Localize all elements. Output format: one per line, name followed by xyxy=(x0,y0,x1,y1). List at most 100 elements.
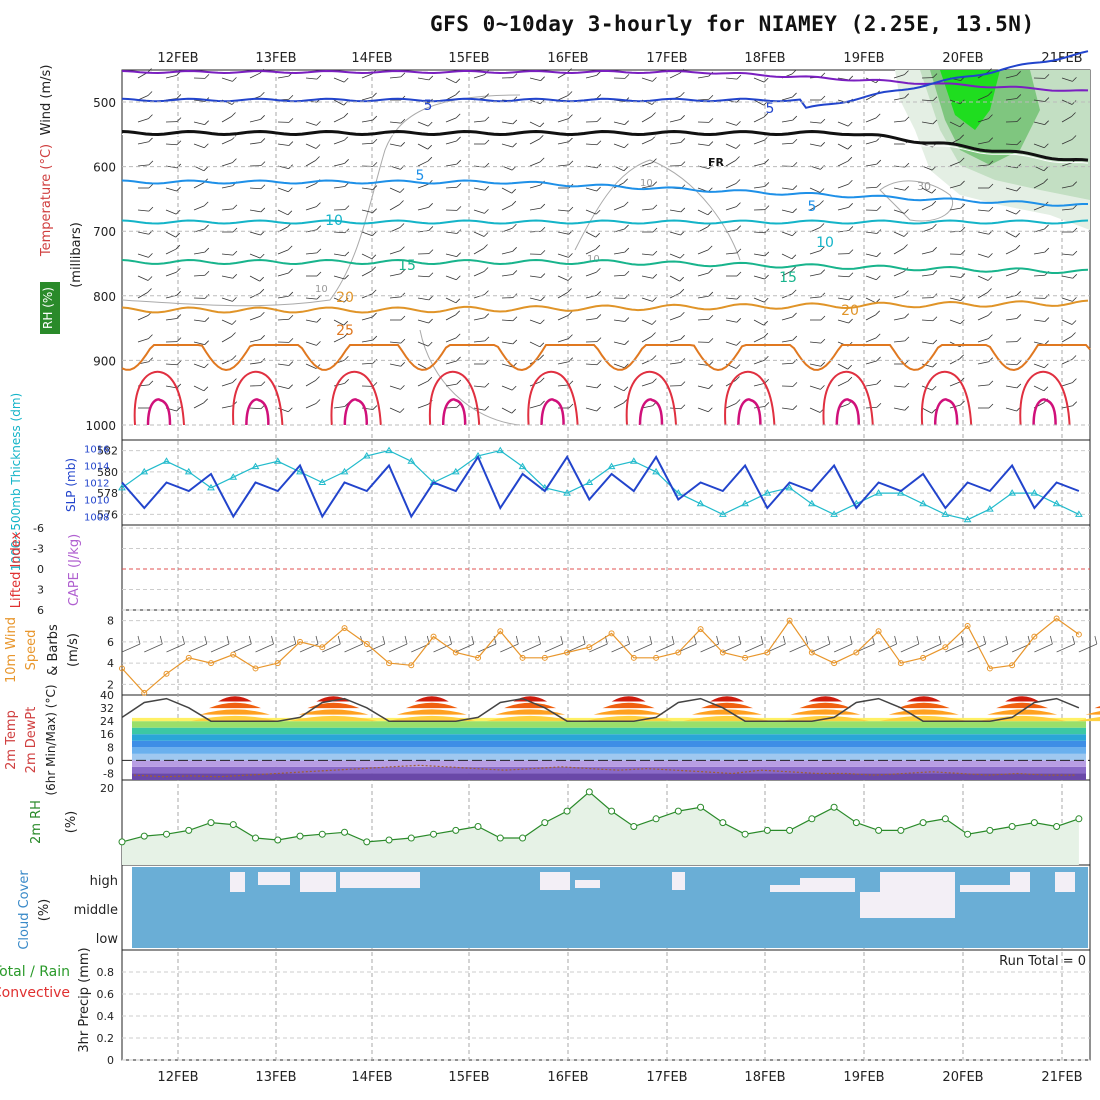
isotherm-35 xyxy=(441,398,467,426)
wind-barb xyxy=(820,315,826,321)
wind10-point xyxy=(274,660,281,667)
wind-barb xyxy=(484,162,490,168)
wind-barb xyxy=(204,270,210,276)
wind-barb xyxy=(137,231,149,235)
wind-barb xyxy=(344,135,349,141)
date-label-top: 20FEB xyxy=(942,51,983,66)
wind-barb xyxy=(417,160,429,167)
wind10-barb xyxy=(337,635,341,645)
wind-barb xyxy=(960,203,966,209)
wind-barb xyxy=(483,244,488,249)
wind-barb xyxy=(669,118,681,123)
temp-warm-fill xyxy=(209,702,261,709)
thickness-point xyxy=(273,457,282,464)
wind-barb xyxy=(148,380,154,386)
wind-barb xyxy=(305,319,317,323)
wind-barb xyxy=(372,382,378,387)
wind-barb xyxy=(204,363,209,369)
wind-barb xyxy=(1033,143,1045,149)
wind-barb xyxy=(176,186,181,192)
wind10-point xyxy=(742,654,749,661)
isotherm-30 xyxy=(724,370,776,426)
wind-barb xyxy=(988,253,993,258)
isotherm-label: 5 xyxy=(416,168,425,184)
wind-barb xyxy=(865,297,877,304)
wind-barb xyxy=(988,160,994,166)
rh2m-point xyxy=(341,828,349,836)
wind-barb xyxy=(893,187,905,191)
wind-barb xyxy=(288,361,294,366)
temp-color-band xyxy=(132,721,1086,728)
wind-barb xyxy=(221,116,232,123)
thickness-point xyxy=(1008,489,1016,496)
precip-tick: 0.2 xyxy=(97,1032,115,1045)
wind10-barb xyxy=(1056,643,1075,653)
wind-barb xyxy=(641,275,653,279)
rh2m-point xyxy=(741,830,749,838)
wind-barb xyxy=(1071,355,1077,360)
wind-barb xyxy=(501,121,513,125)
wind10-barb xyxy=(938,635,942,645)
wind-barb xyxy=(428,318,433,324)
isotherm-20 xyxy=(121,299,1089,314)
date-label-top: 12FEB xyxy=(157,51,198,66)
wind-barb xyxy=(809,250,821,255)
wind-barb xyxy=(735,376,740,381)
wind-barb xyxy=(595,209,601,215)
wind-barb xyxy=(1033,99,1045,102)
wind10-barb xyxy=(738,635,742,645)
wind-barb xyxy=(389,187,401,193)
wind10-point xyxy=(564,649,571,656)
wind-barb xyxy=(820,95,826,101)
cloud-level-label: low xyxy=(96,932,119,947)
thickness-point xyxy=(718,510,727,517)
rh2m-point xyxy=(763,826,771,834)
wind-barb xyxy=(165,74,177,79)
wind-barb xyxy=(539,134,544,140)
wind-barb xyxy=(669,315,681,321)
wind-barb xyxy=(652,250,658,256)
temp-warm-fill xyxy=(495,709,566,715)
wind10-barb xyxy=(960,635,964,645)
wind-barb xyxy=(221,382,233,387)
wind-barb xyxy=(473,294,485,299)
thickness-point xyxy=(741,499,749,507)
wind-barb xyxy=(315,376,320,381)
wind-barb xyxy=(669,72,681,79)
wind-barb xyxy=(137,292,148,299)
wind-barb xyxy=(988,114,993,119)
wind-barb xyxy=(315,144,321,149)
isotherm-30 xyxy=(428,370,481,426)
thickness-point xyxy=(807,499,816,507)
wind-barb xyxy=(792,92,797,98)
wind10-point xyxy=(653,654,660,661)
temp-line xyxy=(121,697,1080,722)
wind-barb xyxy=(1043,166,1049,172)
wind-barb xyxy=(959,354,964,360)
slp-tick: 1008 xyxy=(84,513,109,524)
wind-barb xyxy=(725,143,737,149)
wind-barb xyxy=(708,94,714,100)
wind-barb xyxy=(837,143,848,150)
wind-barb xyxy=(231,135,237,140)
wind10-barb xyxy=(856,643,875,653)
wind-barb xyxy=(445,406,458,409)
wind-barb xyxy=(417,206,429,211)
wind-barb xyxy=(249,72,261,79)
thickness-point xyxy=(563,489,571,496)
wind-barb xyxy=(585,209,597,215)
wind-barb xyxy=(977,118,989,123)
wind-barb xyxy=(949,275,961,278)
wind-barb xyxy=(680,91,685,97)
wind-barb xyxy=(288,291,294,297)
wind-barb xyxy=(512,142,517,148)
wind-barb xyxy=(445,140,457,145)
wind-barb xyxy=(484,139,490,145)
wind10-barb xyxy=(633,643,652,653)
wind-barb xyxy=(837,275,850,278)
wind10-barb xyxy=(233,643,252,653)
wind-barb xyxy=(847,144,852,150)
wind-barb xyxy=(1044,97,1050,102)
wind-barb xyxy=(1061,77,1073,82)
temp-warm-fill xyxy=(396,709,467,715)
